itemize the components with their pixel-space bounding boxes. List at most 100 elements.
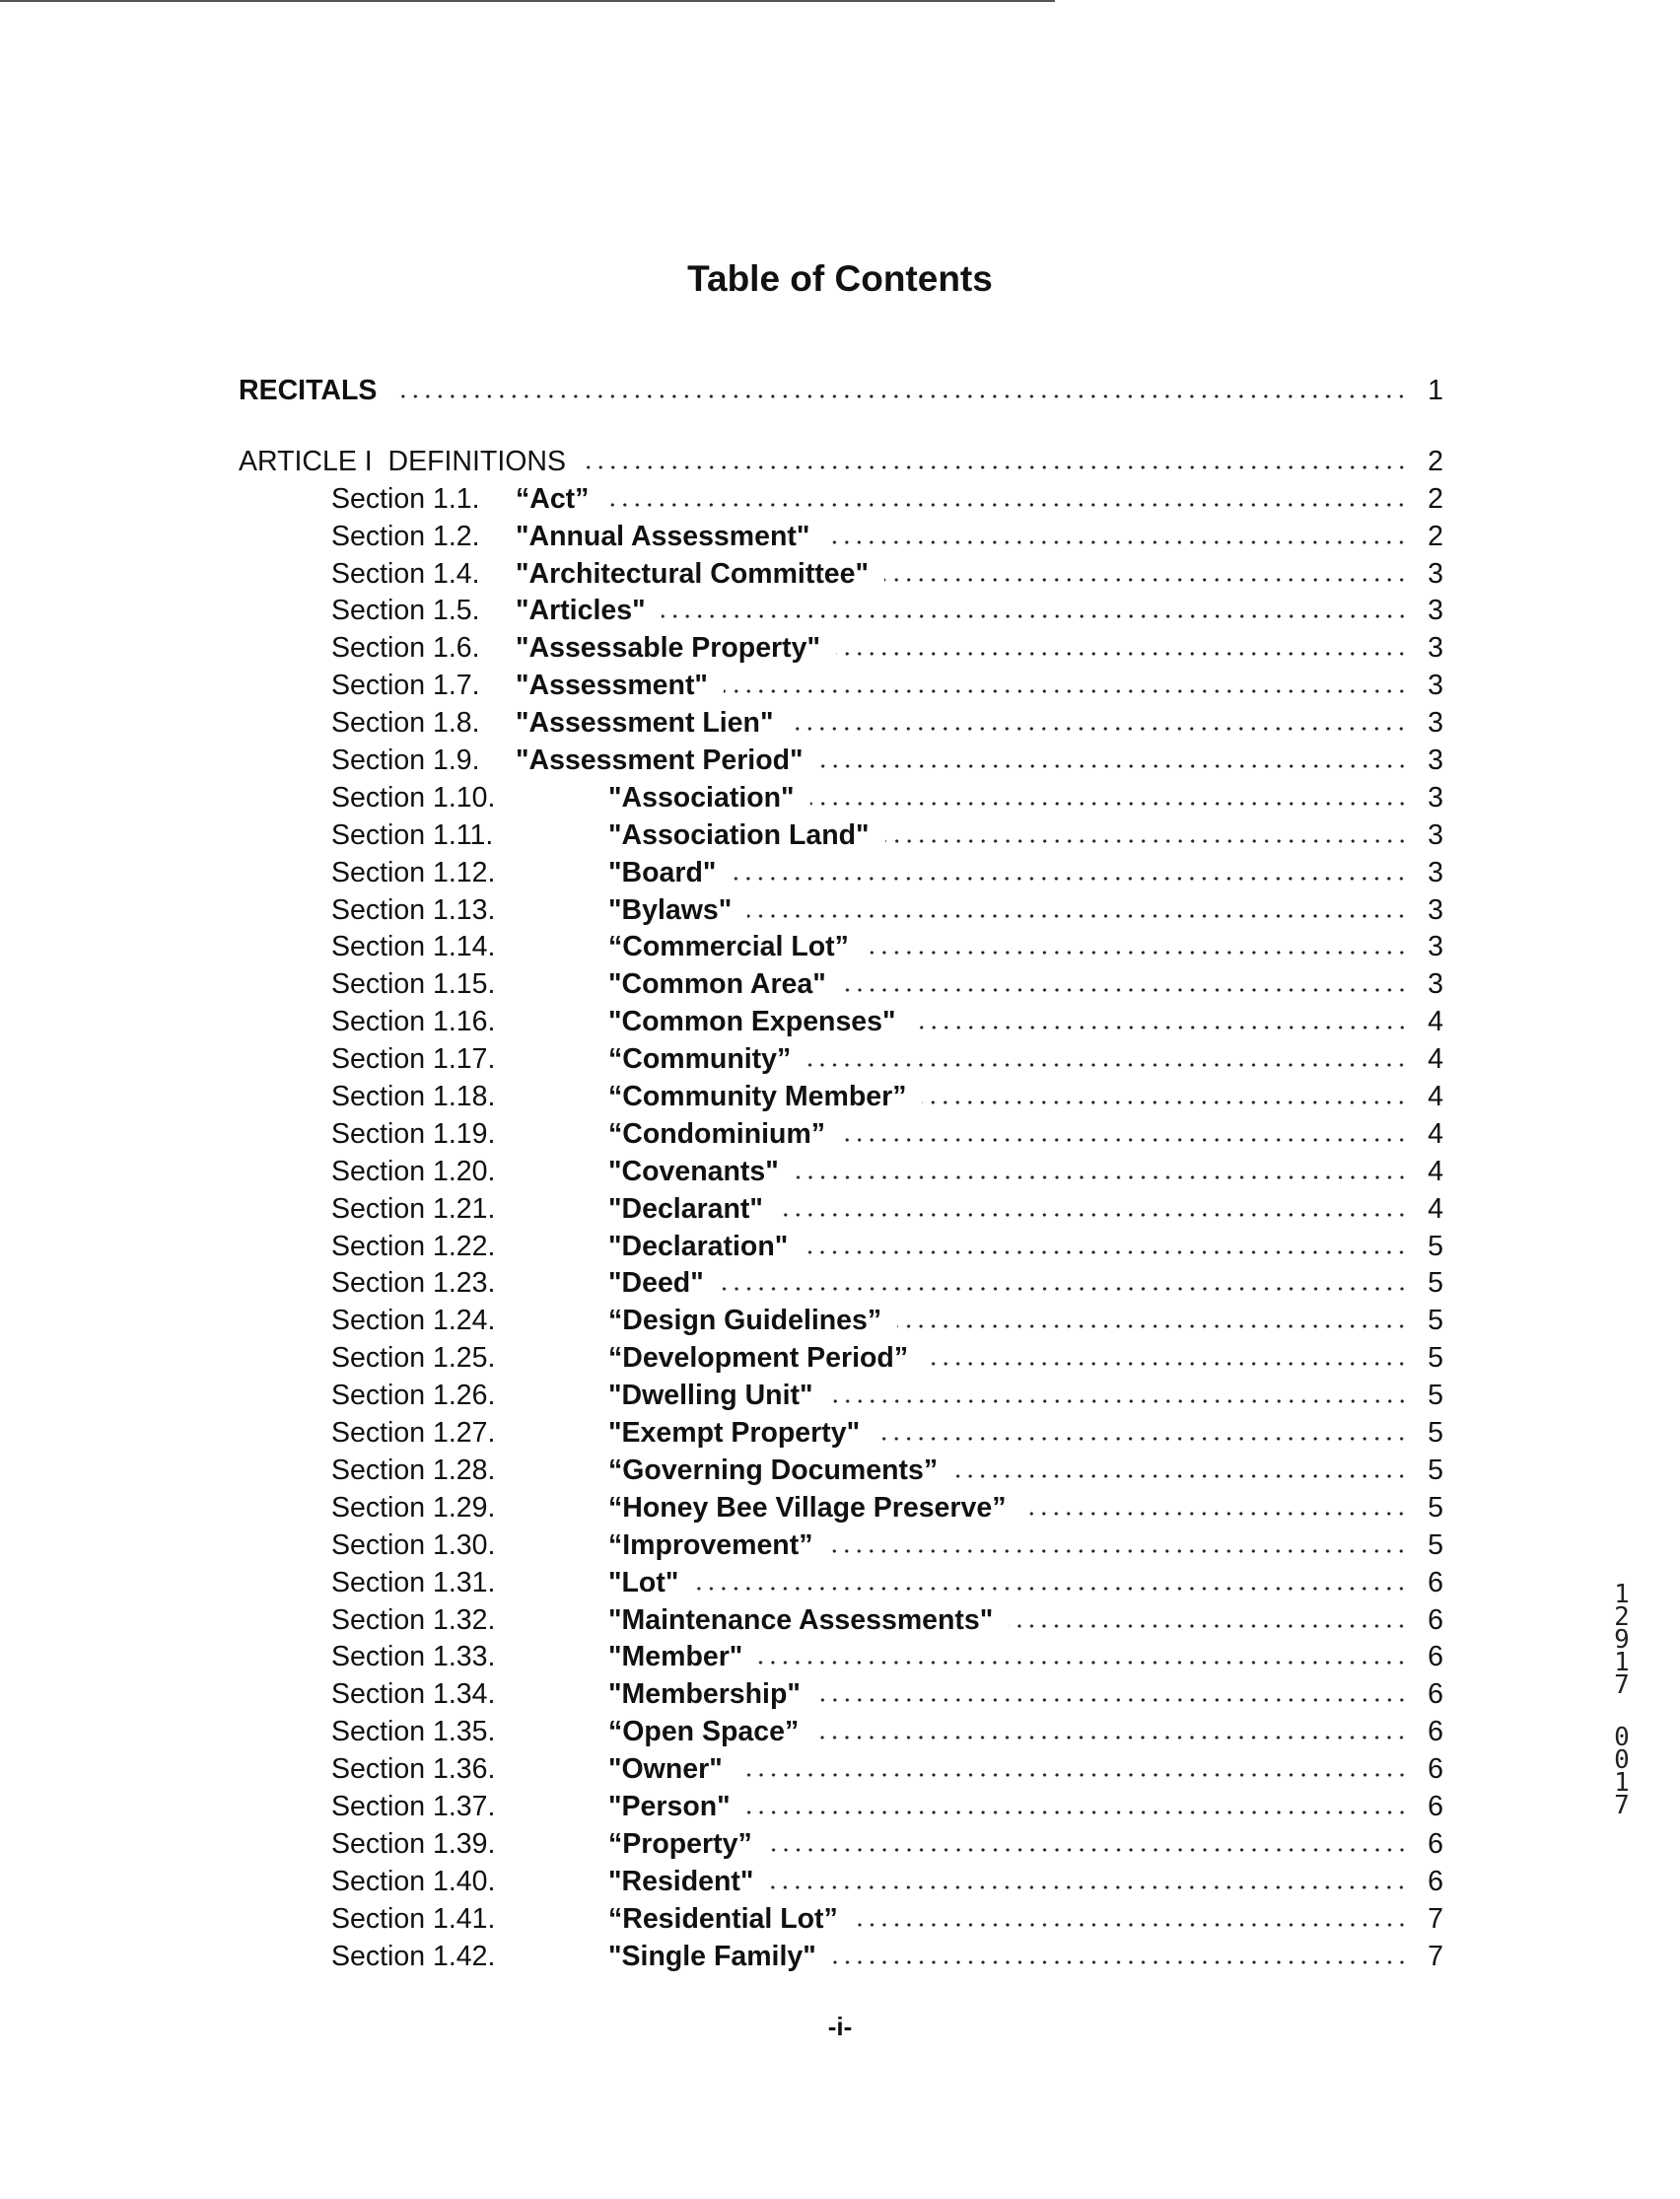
- toc-entry-section[interactable]: Section 1.16. "Common Expenses" 4: [239, 1006, 1443, 1043]
- dot-leader: [723, 688, 1408, 695]
- toc-entry-section[interactable]: Section 1.31. "Lot" 6: [239, 1567, 1443, 1604]
- toc-entry-section[interactable]: Section 1.7. "Assessment" 3: [239, 670, 1443, 707]
- section-term: "Bylaws": [608, 893, 733, 926]
- toc-entry-section[interactable]: Section 1.14. “Commercial Lot” 3: [239, 931, 1443, 968]
- toc-entry-section[interactable]: Section 1.32. "Maintenance Assessments" 6: [239, 1604, 1443, 1642]
- toc-entry-section[interactable]: Section 1.34. "Membership" 6: [239, 1678, 1443, 1716]
- dot-leader: [745, 1809, 1408, 1815]
- toc-entry-section[interactable]: Section 1.1. “Act” 2: [239, 483, 1443, 521]
- section-term: "Person": [608, 1790, 731, 1822]
- toc-entry-section[interactable]: Section 1.27. "Exempt Property" 5: [239, 1417, 1443, 1454]
- toc-page-number: 5: [1428, 1417, 1443, 1450]
- dot-leader: [841, 987, 1408, 994]
- toc-entry-section[interactable]: Section 1.29. “Honey Bee Village Preserve…: [239, 1492, 1443, 1529]
- toc-entry-section[interactable]: Section 1.10. "Association" 3: [239, 782, 1443, 819]
- section-term: "Assessment": [516, 670, 708, 702]
- toc-entry-section[interactable]: Section 1.5. "Articles" 3: [239, 595, 1443, 632]
- toc-entry-section[interactable]: Section 1.35. “Open Space” 6: [239, 1716, 1443, 1753]
- toc-entry-section[interactable]: Section 1.8. "Assessment Lien" 3: [239, 707, 1443, 745]
- toc-entry-section[interactable]: Section 1.30. “Improvement” 5: [239, 1529, 1443, 1567]
- toc-entry-section[interactable]: Section 1.26. "Dwelling Unit" 5: [239, 1380, 1443, 1417]
- toc-entry-section[interactable]: Section 1.41. “Residential Lot” 7: [239, 1903, 1443, 1941]
- toc-entry-section[interactable]: Section 1.4. "Architectural Committee" 3: [239, 558, 1443, 596]
- toc-entry-section[interactable]: Section 1.25. “Development Period” 5: [239, 1342, 1443, 1380]
- dot-leader: [814, 1735, 1408, 1741]
- section-term: “Development Period”: [608, 1342, 909, 1375]
- toc-page-number: 3: [1428, 632, 1443, 665]
- toc-entry-article-1[interactable]: ARTICLE I DEFINITIONS 2: [239, 446, 1443, 483]
- toc-entry-section[interactable]: Section 1.24. “Design Guidelines” 5: [239, 1305, 1443, 1342]
- toc-page-number: 7: [1428, 1902, 1443, 1935]
- toc-entry-section[interactable]: Section 1.20. "Covenants" 4: [239, 1156, 1443, 1193]
- toc-entry-section[interactable]: Section 1.9. "Assessment Period" 3: [239, 745, 1443, 782]
- section-term: “Commercial Lot”: [608, 931, 849, 963]
- table-of-contents: RECITALS 1 ARTICLE I DEFINITIONS 2 Secti…: [239, 375, 1443, 1977]
- toc-page-number: 5: [1428, 1454, 1443, 1486]
- section-number: Section 1.34.: [331, 1678, 496, 1711]
- toc-entry-recitals[interactable]: RECITALS 1: [239, 375, 1443, 412]
- toc-entry-section[interactable]: Section 1.17. “Community” 4: [239, 1043, 1443, 1081]
- dot-leader: [853, 1921, 1408, 1928]
- dot-leader: [758, 1660, 1408, 1667]
- toc-page-number: 6: [1428, 1603, 1443, 1636]
- section-number: Section 1.13.: [331, 893, 496, 926]
- dot-leader: [1021, 1510, 1408, 1517]
- dot-leader: [719, 1286, 1408, 1293]
- section-term: “Property”: [608, 1827, 752, 1860]
- dot-leader: [922, 1100, 1408, 1106]
- section-number: Section 1.10.: [331, 781, 496, 814]
- dot-leader: [924, 1361, 1408, 1368]
- section-term: "Architectural Committee": [516, 557, 870, 590]
- toc-entry-section[interactable]: Section 1.22. "Declaration" 5: [239, 1231, 1443, 1268]
- section-term: "Member": [608, 1641, 743, 1673]
- toc-entry-section[interactable]: Section 1.23. "Deed" 5: [239, 1267, 1443, 1305]
- toc-page-number: 4: [1428, 1192, 1443, 1225]
- section-number: Section 1.15.: [331, 968, 496, 1001]
- toc-entry-section[interactable]: Section 1.11. "Association Land" 3: [239, 819, 1443, 857]
- toc-page-number: 5: [1428, 1305, 1443, 1337]
- toc-entry-section[interactable]: Section 1.13. "Bylaws" 3: [239, 894, 1443, 932]
- dot-leader: [818, 763, 1408, 770]
- toc-page-number: 2: [1428, 520, 1443, 552]
- dot-leader: [831, 1958, 1408, 1965]
- section-number: Section 1.25.: [331, 1342, 496, 1375]
- toc-entry-section[interactable]: Section 1.36. "Owner" 6: [239, 1753, 1443, 1791]
- toc-page-number: 5: [1428, 1491, 1443, 1524]
- toc-entry-section[interactable]: Section 1.42. "Single Family" 7: [239, 1941, 1443, 1978]
- dot-leader: [778, 1211, 1408, 1218]
- dot-leader: [884, 837, 1408, 844]
- dot-leader: [694, 1585, 1408, 1592]
- toc-entry-section[interactable]: Section 1.12. "Board" 3: [239, 857, 1443, 894]
- dot-leader: [794, 1173, 1408, 1180]
- toc-entry-section[interactable]: Section 1.21. "Declarant" 4: [239, 1193, 1443, 1231]
- dot-leader: [732, 875, 1408, 882]
- toc-entry-section[interactable]: Section 1.2. "Annual Assessment" 2: [239, 521, 1443, 558]
- toc-entry-section[interactable]: Section 1.40. "Resident" 6: [239, 1866, 1443, 1903]
- dot-leader: [604, 501, 1408, 508]
- toc-page-number: 6: [1428, 1641, 1443, 1673]
- section-term: “Governing Documents”: [608, 1454, 939, 1486]
- section-number: Section 1.30.: [331, 1528, 496, 1561]
- toc-entry-section[interactable]: Section 1.15. "Common Area" 3: [239, 968, 1443, 1006]
- section-number: Section 1.39.: [331, 1827, 496, 1860]
- section-number: Section 1.26.: [331, 1380, 496, 1412]
- toc-entry-section[interactable]: Section 1.33. "Member" 6: [239, 1641, 1443, 1678]
- toc-entry-section[interactable]: Section 1.39. “Property” 6: [239, 1828, 1443, 1866]
- toc-entry-section[interactable]: Section 1.6. "Assessable Property" 3: [239, 632, 1443, 670]
- toc-entry-section[interactable]: Section 1.19. “Condominium” 4: [239, 1118, 1443, 1156]
- section-number: Section 1.37.: [331, 1790, 496, 1822]
- toc-page-number: 1: [1428, 375, 1443, 406]
- toc-entry-section[interactable]: Section 1.37. "Person" 6: [239, 1791, 1443, 1828]
- toc-page-number: 4: [1428, 1006, 1443, 1038]
- dot-leader: [769, 1883, 1408, 1890]
- section-term: “Design Guidelines”: [608, 1305, 882, 1337]
- toc-entry-section[interactable]: Section 1.28. “Governing Documents” 5: [239, 1454, 1443, 1492]
- toc-entry-label: RECITALS: [239, 375, 378, 406]
- dot-leader: [767, 1846, 1408, 1853]
- section-term: "Lot": [608, 1566, 679, 1598]
- section-number: Section 1.31.: [331, 1566, 496, 1598]
- toc-entry-section[interactable]: Section 1.18. “Community Member” 4: [239, 1081, 1443, 1118]
- dot-leader: [828, 1398, 1408, 1405]
- section-term: "Covenants": [608, 1155, 779, 1187]
